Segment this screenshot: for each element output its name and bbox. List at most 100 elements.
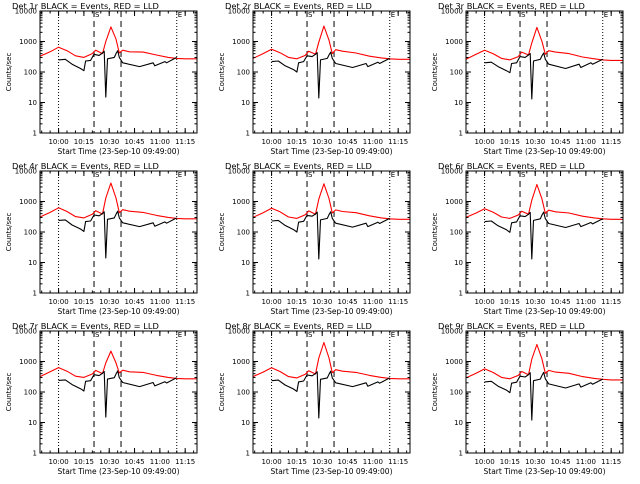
events-series-line	[271, 211, 390, 260]
y-tick-label: 1000	[232, 38, 250, 46]
x-tick-label: 11:15	[388, 138, 408, 146]
x-axis-label: Start Time (23-Sep-10 09:49:00)	[271, 147, 393, 156]
x-tick-label: 10:00	[261, 138, 281, 146]
chart-title: Det 6r BLACK = Events, RED = LLD	[438, 161, 585, 171]
end-marker-label: E	[178, 171, 182, 179]
plot-frame	[465, 170, 624, 294]
y-tick-label: 1	[33, 290, 37, 298]
x-tick-label: 10:15	[74, 138, 94, 146]
y-tick-label: 1	[246, 450, 250, 458]
x-tick-label: 10:00	[48, 458, 68, 466]
x-tick-label: 11:15	[175, 458, 195, 466]
y-tick-label: 10000	[441, 8, 463, 16]
y-tick-label: 1	[459, 290, 463, 298]
y-tick-label: 1000	[19, 198, 37, 206]
y-tick-label: 10000	[441, 328, 463, 336]
chart-title: Det 8r BLACK = Events, RED = LLD	[225, 321, 372, 331]
x-tick-label: 11:15	[601, 298, 621, 306]
lld-series-line	[39, 350, 197, 380]
events-series-line	[271, 370, 390, 419]
events-series-line	[484, 52, 603, 100]
y-tick-label: 100	[450, 389, 463, 397]
y-axis-label: Counts/sec	[218, 53, 226, 92]
y-axis-label: Counts/sec	[218, 213, 226, 252]
x-tick-label: 10:45	[337, 458, 357, 466]
events-series-line	[58, 370, 177, 418]
y-tick-label: 10000	[228, 168, 250, 176]
x-tick-label: 10:15	[287, 458, 307, 466]
end-marker-label: E	[604, 11, 608, 19]
y-tick-label: 10	[28, 419, 37, 427]
x-tick-label: 11:15	[601, 138, 621, 146]
y-tick-label: 1	[33, 450, 37, 458]
y-tick-label: 1	[459, 130, 463, 138]
events-series-line	[484, 371, 603, 421]
y-tick-label: 100	[237, 389, 250, 397]
y-tick-label: 10000	[441, 168, 463, 176]
x-tick-label: 11:00	[150, 298, 170, 306]
x-tick-label: 10:30	[312, 138, 332, 146]
y-tick-label: 1	[246, 130, 250, 138]
end-marker-label: E	[604, 331, 608, 339]
events-series-line	[271, 51, 390, 99]
plot-frame	[39, 10, 198, 134]
x-tick-label: 10:00	[261, 458, 281, 466]
chart-panel-5: Det 5r BLACK = Events, RED = LLD S E 1 10 100…	[213, 160, 426, 320]
x-tick-label: 10:45	[337, 138, 357, 146]
x-tick-label: 11:00	[150, 458, 170, 466]
x-tick-label: 10:00	[261, 298, 281, 306]
x-tick-label: 11:15	[175, 298, 195, 306]
events-series-line	[58, 50, 177, 98]
x-tick-label: 10:00	[474, 298, 494, 306]
chart-panel-9: Det 9r BLACK = Events, RED = LLD S E 1 10 100…	[426, 320, 639, 480]
x-tick-label: 10:45	[550, 138, 570, 146]
x-tick-label: 10:15	[500, 458, 520, 466]
x-tick-label: 11:00	[150, 138, 170, 146]
chart-panel-4: Det 4r BLACK = Events, RED = LLD S E 1 10 100…	[0, 160, 213, 320]
events-series-line	[58, 210, 177, 259]
x-tick-label: 11:00	[363, 138, 383, 146]
start-marker-label: S	[95, 11, 100, 19]
y-tick-label: 1	[246, 290, 250, 298]
x-tick-label: 10:15	[74, 458, 94, 466]
lld-series-line	[252, 183, 410, 220]
chart-panel-7: Det 7r BLACK = Events, RED = LLD S E 1 10 100…	[0, 320, 213, 480]
x-axis-label: Start Time (23-Sep-10 09:49:00)	[58, 307, 180, 316]
y-tick-label: 10	[28, 99, 37, 107]
start-marker-label: S	[521, 171, 526, 179]
y-tick-label: 10	[241, 419, 250, 427]
y-axis-label: Counts/sec	[5, 53, 13, 92]
x-axis-label: Start Time (23-Sep-10 09:49:00)	[484, 147, 606, 156]
y-tick-label: 1000	[232, 198, 250, 206]
y-tick-label: 10000	[15, 328, 37, 336]
y-tick-label: 1000	[445, 38, 463, 46]
chart-panel-1: Det 1r BLACK = Events, RED = LLD S E 1 10 100…	[0, 0, 213, 160]
x-tick-label: 10:30	[312, 298, 332, 306]
x-tick-label: 10:30	[99, 298, 119, 306]
start-marker-label: S	[521, 11, 526, 19]
y-tick-label: 1000	[445, 198, 463, 206]
x-tick-label: 10:00	[48, 138, 68, 146]
x-axis-label: Start Time (23-Sep-10 09:49:00)	[271, 467, 393, 476]
x-axis-label: Start Time (23-Sep-10 09:49:00)	[271, 307, 393, 316]
y-tick-label: 1	[459, 450, 463, 458]
x-tick-label: 11:00	[576, 458, 596, 466]
y-tick-label: 100	[450, 229, 463, 237]
x-tick-label: 10:00	[48, 298, 68, 306]
y-axis-label: Counts/sec	[431, 373, 439, 412]
y-tick-label: 10000	[15, 8, 37, 16]
y-tick-label: 100	[237, 229, 250, 237]
x-tick-label: 11:00	[576, 138, 596, 146]
lld-series-line	[465, 183, 623, 220]
chart-title: Det 2r BLACK = Events, RED = LLD	[225, 1, 372, 11]
end-marker-label: E	[391, 331, 395, 339]
x-tick-label: 11:00	[363, 458, 383, 466]
x-tick-label: 10:30	[525, 298, 545, 306]
y-tick-label: 10000	[228, 8, 250, 16]
x-tick-label: 11:15	[388, 298, 408, 306]
